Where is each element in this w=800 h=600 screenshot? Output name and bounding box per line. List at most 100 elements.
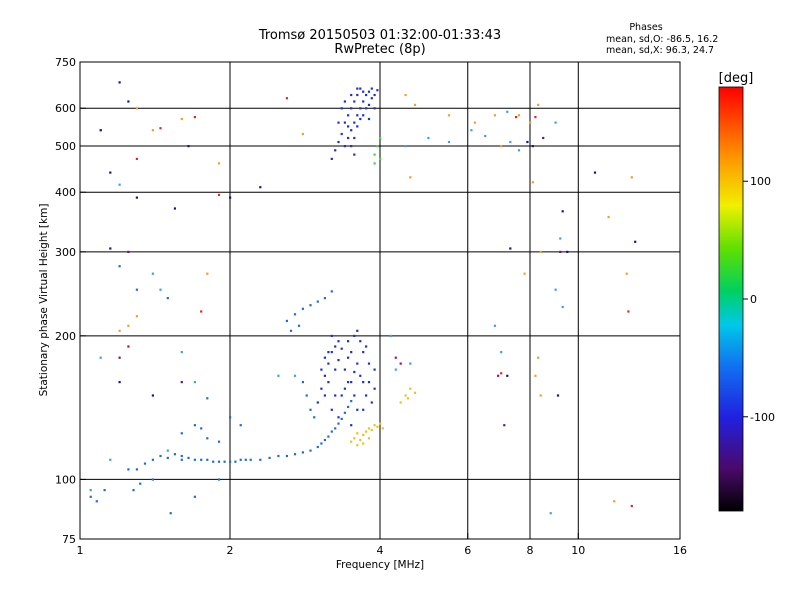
data-point bbox=[394, 368, 397, 371]
data-point bbox=[376, 89, 379, 92]
data-point bbox=[166, 297, 169, 300]
y-tick-label: 750 bbox=[55, 56, 76, 69]
data-point bbox=[343, 100, 346, 103]
data-point bbox=[99, 129, 102, 132]
data-point bbox=[561, 210, 564, 213]
data-point bbox=[277, 454, 280, 458]
data-point bbox=[135, 196, 138, 199]
data-point bbox=[353, 153, 356, 156]
data-point bbox=[135, 157, 138, 160]
data-point bbox=[301, 381, 304, 384]
data-point bbox=[127, 345, 130, 348]
data-point bbox=[187, 145, 190, 148]
data-point bbox=[143, 462, 147, 465]
data-point bbox=[356, 408, 359, 411]
data-point bbox=[118, 183, 121, 186]
phases-heading: Phases bbox=[629, 22, 662, 33]
data-point bbox=[193, 495, 196, 498]
data-point bbox=[244, 458, 247, 461]
data-point bbox=[506, 110, 509, 113]
data-point bbox=[343, 145, 346, 148]
data-point bbox=[293, 453, 297, 456]
data-point bbox=[362, 100, 365, 103]
data-point bbox=[379, 136, 382, 140]
data-point bbox=[353, 334, 356, 337]
data-point bbox=[367, 90, 371, 93]
data-point bbox=[531, 181, 534, 184]
data-point bbox=[323, 356, 326, 359]
data-point bbox=[526, 140, 529, 144]
data-point bbox=[330, 408, 333, 411]
colorbar-unit: [deg] bbox=[719, 71, 754, 86]
data-point bbox=[627, 310, 630, 313]
data-point bbox=[373, 368, 376, 371]
data-point bbox=[350, 381, 353, 384]
data-point bbox=[379, 422, 382, 425]
data-point bbox=[259, 458, 262, 461]
data-point bbox=[118, 329, 121, 332]
data-point bbox=[127, 468, 130, 471]
data-point bbox=[500, 351, 503, 354]
data-point bbox=[334, 149, 337, 152]
data-point bbox=[229, 460, 232, 463]
data-point bbox=[389, 334, 392, 337]
data-point bbox=[159, 127, 162, 130]
data-point bbox=[509, 140, 512, 144]
data-point bbox=[356, 114, 359, 117]
data-point bbox=[200, 310, 203, 313]
chart-subtitle: RwPretec (8p) bbox=[334, 42, 425, 57]
data-point bbox=[343, 411, 346, 414]
data-point bbox=[347, 405, 350, 408]
data-point bbox=[409, 362, 412, 365]
data-point bbox=[406, 397, 410, 400]
data-point bbox=[320, 387, 323, 390]
data-point bbox=[217, 440, 221, 443]
data-point bbox=[334, 345, 337, 348]
data-point bbox=[413, 391, 417, 394]
data-point bbox=[206, 272, 209, 275]
data-point bbox=[259, 186, 262, 189]
data-point bbox=[206, 397, 209, 400]
data-point bbox=[353, 437, 356, 440]
data-point bbox=[166, 449, 169, 452]
data-point bbox=[340, 394, 343, 397]
data-point bbox=[409, 176, 412, 179]
colorbar-tick-label: -100 bbox=[750, 411, 775, 424]
data-point bbox=[365, 394, 368, 397]
data-point bbox=[95, 500, 98, 503]
data-point bbox=[625, 272, 628, 275]
data-point bbox=[554, 121, 557, 124]
data-point bbox=[634, 240, 637, 243]
data-point bbox=[630, 176, 633, 179]
data-point bbox=[89, 495, 92, 498]
data-point bbox=[89, 489, 92, 492]
data-point bbox=[529, 121, 532, 124]
data-point bbox=[340, 132, 343, 136]
data-point bbox=[180, 351, 183, 354]
data-point bbox=[334, 394, 337, 397]
data-point bbox=[365, 107, 368, 110]
data-point bbox=[139, 482, 142, 485]
data-point bbox=[320, 368, 323, 371]
data-point bbox=[135, 468, 138, 471]
data-point bbox=[193, 424, 196, 427]
data-point bbox=[217, 478, 221, 481]
data-point bbox=[427, 136, 430, 140]
data-point bbox=[239, 458, 242, 461]
x-axis: 1 2 4 6 8 10 16 bbox=[77, 533, 687, 557]
data-point bbox=[327, 435, 330, 438]
x-tick-label: 8 bbox=[527, 544, 534, 557]
data-point bbox=[367, 117, 371, 121]
x-tick-label: 1 bbox=[77, 544, 84, 557]
data-point bbox=[353, 370, 356, 374]
data-point bbox=[223, 460, 226, 463]
data-point bbox=[109, 247, 112, 250]
data-point bbox=[180, 458, 183, 461]
data-point bbox=[447, 114, 451, 117]
data-point bbox=[356, 444, 359, 447]
data-point bbox=[356, 87, 359, 90]
data-point bbox=[539, 250, 542, 253]
data-point bbox=[118, 356, 121, 359]
data-point bbox=[316, 401, 319, 404]
data-point bbox=[356, 93, 359, 97]
